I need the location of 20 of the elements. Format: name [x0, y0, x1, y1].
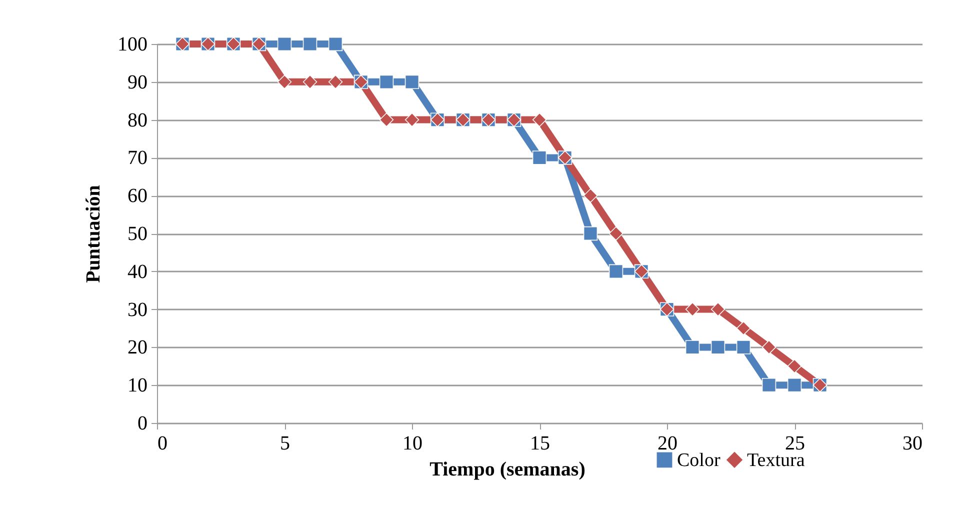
y-tick-label: 10	[128, 374, 148, 397]
x-tick-label: 30	[902, 432, 922, 454]
x-tick-label: 20	[658, 432, 678, 454]
y-tick-label: 80	[128, 109, 148, 132]
y-tick-label: 100	[118, 34, 148, 56]
y-tick-label: 0	[138, 412, 148, 434]
x-tick-label: 0	[158, 432, 168, 454]
x-tick-label: 5	[280, 432, 290, 454]
legend-label: Color	[677, 450, 721, 471]
y-axis-title: Puntuación	[82, 185, 104, 283]
y-tick-label: 50	[128, 223, 148, 245]
y-tick-label: 70	[128, 147, 148, 170]
y-tick-label: 20	[128, 336, 148, 359]
y-tick-label: 90	[128, 71, 148, 94]
x-axis-title: Tiempo (semanas)	[430, 458, 586, 480]
x-tick-label: 15	[530, 432, 550, 454]
y-tick-label: 60	[128, 185, 148, 208]
y-tick-label: 30	[128, 298, 148, 321]
y-tick-label: 40	[128, 260, 148, 283]
x-tick-label: 10	[402, 432, 422, 454]
